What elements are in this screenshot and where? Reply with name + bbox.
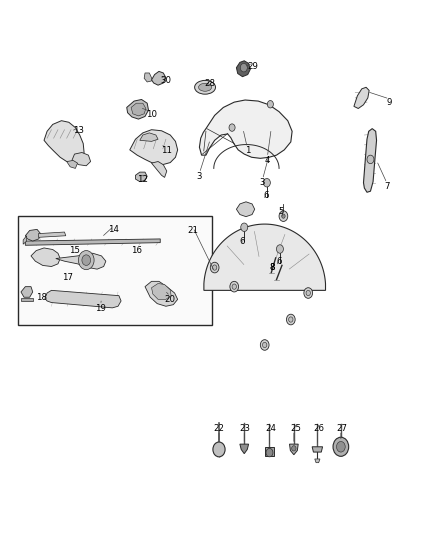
Text: 25: 25: [290, 424, 301, 433]
Circle shape: [241, 223, 248, 231]
Text: 6: 6: [239, 237, 245, 246]
Text: 8: 8: [270, 263, 275, 272]
Text: 30: 30: [160, 76, 171, 85]
Circle shape: [260, 340, 269, 350]
Polygon shape: [45, 290, 121, 308]
Text: 23: 23: [240, 424, 251, 433]
Polygon shape: [56, 253, 106, 269]
Polygon shape: [21, 287, 33, 297]
Polygon shape: [152, 161, 167, 177]
Polygon shape: [145, 281, 178, 306]
Polygon shape: [240, 444, 249, 454]
Polygon shape: [144, 73, 152, 82]
Text: 16: 16: [131, 246, 142, 255]
Circle shape: [336, 441, 345, 452]
Circle shape: [230, 281, 239, 292]
Circle shape: [292, 446, 296, 451]
Text: 21: 21: [187, 226, 198, 235]
Text: 12: 12: [138, 174, 148, 183]
Polygon shape: [31, 248, 60, 266]
Polygon shape: [199, 100, 292, 158]
Text: 7: 7: [384, 182, 390, 191]
Circle shape: [267, 101, 273, 108]
Polygon shape: [130, 130, 178, 165]
Circle shape: [212, 265, 217, 270]
Ellipse shape: [194, 80, 215, 94]
Polygon shape: [140, 133, 158, 141]
Text: 4: 4: [265, 156, 270, 165]
Circle shape: [367, 155, 374, 164]
Circle shape: [210, 262, 219, 273]
Polygon shape: [204, 224, 325, 290]
Text: 6: 6: [276, 257, 282, 265]
Circle shape: [306, 290, 311, 296]
Circle shape: [78, 251, 94, 270]
Circle shape: [286, 314, 295, 325]
Polygon shape: [131, 103, 146, 116]
Circle shape: [229, 124, 235, 131]
Circle shape: [289, 317, 293, 322]
Polygon shape: [67, 160, 78, 168]
Ellipse shape: [198, 83, 212, 91]
Bar: [18, 216, 212, 325]
Circle shape: [263, 179, 270, 187]
Polygon shape: [25, 239, 160, 245]
Text: 3: 3: [260, 178, 265, 187]
Polygon shape: [135, 172, 147, 182]
Polygon shape: [44, 120, 84, 163]
Circle shape: [279, 211, 288, 221]
Circle shape: [282, 214, 285, 218]
Circle shape: [213, 442, 225, 457]
Text: 20: 20: [165, 295, 176, 304]
Polygon shape: [237, 202, 254, 216]
Text: 15: 15: [69, 246, 80, 255]
Polygon shape: [25, 229, 41, 241]
Text: 17: 17: [63, 273, 74, 282]
Polygon shape: [72, 152, 91, 166]
Circle shape: [276, 245, 283, 253]
Polygon shape: [354, 87, 369, 109]
Polygon shape: [152, 284, 171, 300]
Text: 1: 1: [244, 147, 250, 156]
Circle shape: [333, 437, 349, 456]
Text: 29: 29: [247, 62, 258, 70]
Circle shape: [82, 255, 91, 265]
Circle shape: [240, 63, 247, 72]
Text: 14: 14: [108, 225, 119, 234]
Text: 9: 9: [387, 98, 392, 107]
Circle shape: [304, 288, 313, 298]
Polygon shape: [364, 128, 377, 192]
Text: 6: 6: [263, 191, 269, 200]
Text: 8: 8: [270, 263, 275, 272]
Text: 13: 13: [73, 126, 85, 135]
Text: 10: 10: [145, 110, 157, 119]
Polygon shape: [290, 444, 298, 455]
Polygon shape: [127, 100, 148, 119]
Text: 27: 27: [336, 424, 347, 433]
Text: 24: 24: [266, 424, 277, 433]
Text: 19: 19: [95, 304, 106, 313]
Text: 26: 26: [314, 424, 325, 433]
Polygon shape: [237, 61, 251, 77]
Text: 28: 28: [205, 79, 216, 88]
Polygon shape: [312, 447, 322, 452]
Circle shape: [232, 284, 237, 289]
Polygon shape: [21, 298, 33, 302]
Polygon shape: [23, 236, 27, 244]
Text: 3: 3: [197, 172, 202, 181]
Polygon shape: [315, 459, 320, 463]
Circle shape: [266, 448, 273, 457]
Circle shape: [262, 342, 267, 348]
Polygon shape: [39, 232, 66, 237]
Text: 22: 22: [213, 424, 225, 433]
Text: 11: 11: [161, 147, 172, 156]
Text: 5: 5: [279, 207, 284, 216]
Polygon shape: [265, 447, 274, 456]
Text: 18: 18: [36, 293, 47, 302]
Polygon shape: [152, 71, 166, 85]
